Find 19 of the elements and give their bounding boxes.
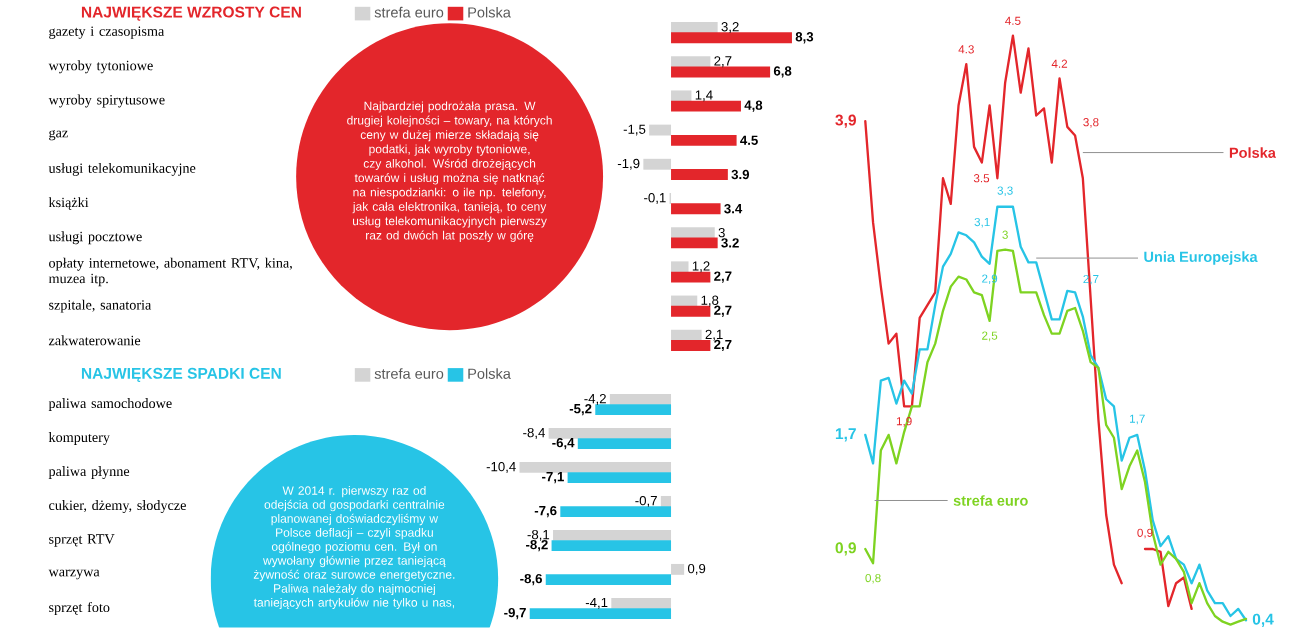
bar (671, 100, 741, 112)
bar (671, 295, 698, 307)
bar (671, 340, 711, 352)
bar (671, 261, 689, 273)
bar (671, 32, 792, 44)
bar (671, 227, 715, 239)
bar (671, 203, 721, 215)
bar (671, 90, 692, 102)
bar (649, 124, 672, 136)
bar (671, 330, 702, 341)
bar (671, 22, 718, 34)
bar (671, 66, 771, 78)
bar (671, 56, 711, 68)
bar (671, 169, 728, 181)
bar (671, 306, 711, 317)
bar (671, 237, 718, 249)
bar (671, 135, 737, 147)
bar (643, 159, 672, 170)
bar (671, 271, 711, 283)
